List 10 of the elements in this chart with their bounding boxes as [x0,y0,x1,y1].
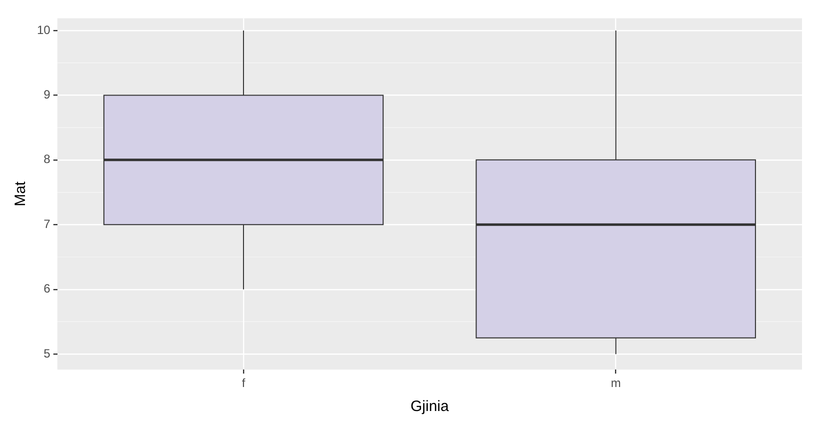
y-tick-label: 9 [44,88,51,102]
x-axis-title: Gjinia [410,398,450,416]
y-tick-label: 8 [44,152,51,166]
y-tick-label: 10 [36,22,51,37]
y-tick-label: 6 [44,282,51,296]
y-axis-title: Mat [12,180,30,206]
y-tick-label: 7 [44,216,51,231]
x-tick-label: f [242,376,246,390]
x-tick-label: m [610,376,621,390]
y-tick-label: 5 [44,346,51,360]
